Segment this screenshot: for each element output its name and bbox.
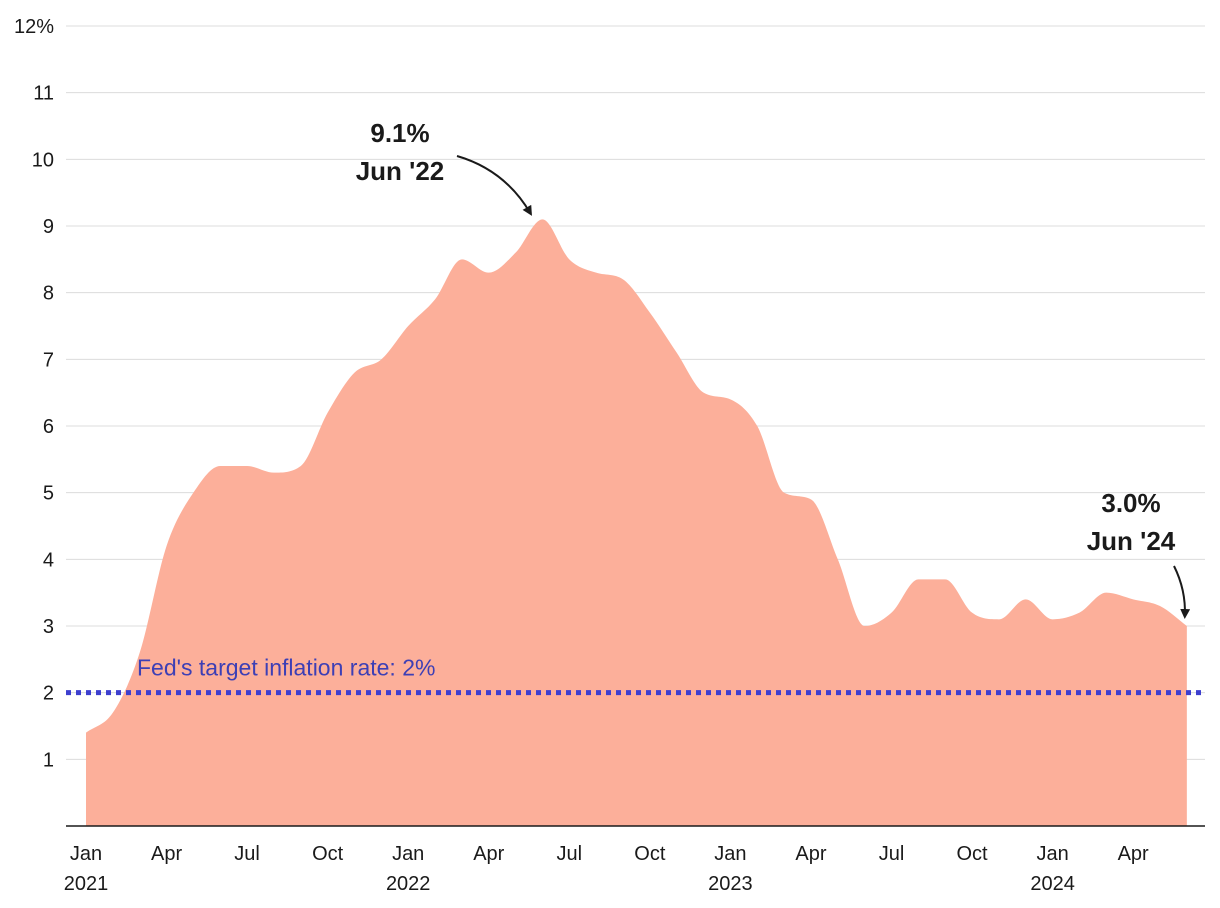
x-tick-label: Jan [714, 843, 746, 865]
latest-value-label: 3.0% [1101, 488, 1160, 518]
y-tick-label: 7 [43, 349, 54, 371]
latest-date-label: Jun '24 [1087, 526, 1176, 556]
y-tick-label: 12% [14, 16, 54, 38]
x-tick-year: 2024 [1030, 873, 1075, 895]
annotations: 9.1% Jun '22 3.0% Jun '24 [356, 118, 1191, 619]
latest-arrow [1173, 565, 1191, 619]
fed-target-label: Fed's target inflation rate: 2% [137, 655, 435, 681]
peak-arrow [456, 155, 532, 216]
y-tick-label: 10 [32, 149, 54, 171]
x-tick-label: Apr [473, 843, 504, 865]
x-tick-label: Apr [151, 843, 182, 865]
y-tick-label: 8 [43, 283, 54, 305]
y-tick-label: 5 [43, 483, 54, 505]
y-tick-label: 1 [43, 749, 54, 771]
x-tick-year: 2021 [64, 873, 109, 895]
y-tick-label: 3 [43, 616, 54, 638]
x-tick-label: Jan [70, 843, 102, 865]
y-tick-label: 11 [33, 83, 54, 105]
series-area [86, 219, 1187, 827]
x-tick-label: Jul [234, 843, 260, 865]
y-tick-label: 9 [43, 216, 54, 238]
x-axis: Jan 2021 Apr Jul Oct Jan 2022 Apr Jul Oct Jan 2023 A… [64, 843, 1149, 895]
x-tick-label: Jan [1036, 843, 1068, 865]
x-tick-label: Apr [795, 843, 826, 865]
inflation-area [86, 219, 1187, 827]
x-tick-year: 2023 [708, 873, 753, 895]
x-tick-label: Oct [312, 843, 344, 865]
peak-value-label: 9.1% [370, 118, 429, 148]
y-tick-label: 2 [43, 683, 54, 705]
x-tick-label: Jul [557, 843, 583, 865]
x-tick-label: Jul [879, 843, 905, 865]
x-tick-year: 2022 [386, 873, 431, 895]
x-tick-label: Jan [392, 843, 424, 865]
y-tick-label: 4 [43, 549, 54, 571]
x-tick-label: Oct [634, 843, 666, 865]
x-tick-label: Oct [956, 843, 988, 865]
reference-line-group: Fed's target inflation rate: 2% [66, 655, 1205, 696]
x-tick-label: Apr [1118, 843, 1149, 865]
y-tick-label: 6 [43, 416, 54, 438]
peak-date-label: Jun '22 [356, 156, 445, 186]
y-axis: 1 2 3 4 5 6 7 8 9 10 11 12% [14, 16, 54, 771]
